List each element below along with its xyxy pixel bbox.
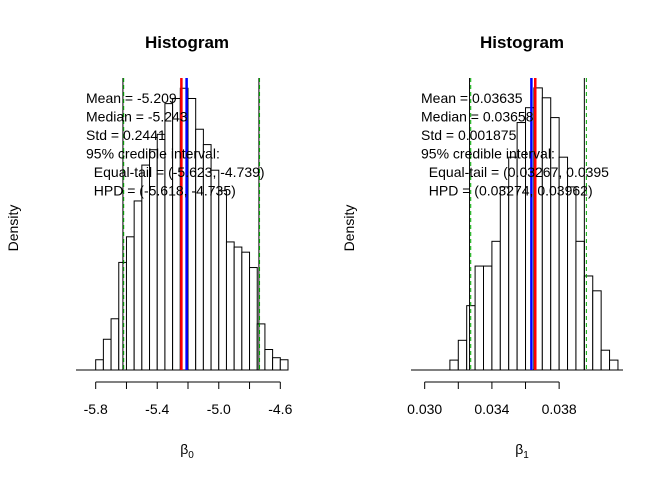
- legend-line: Equal-tail = (0.03267, 0.0395: [421, 164, 609, 180]
- x-tick-label: 0.038: [542, 401, 577, 417]
- histogram-bar: [457, 339, 468, 371]
- histogram-bar: [241, 251, 251, 371]
- histogram-bar: [164, 103, 174, 371]
- x-axis-label-subscript: 1: [523, 450, 529, 461]
- histogram-bar: [95, 359, 104, 371]
- histogram-bar: [256, 323, 266, 371]
- x-tick-label: 0.034: [474, 401, 509, 417]
- x-tick-label: -5.8: [84, 401, 108, 417]
- histogram-bar: [575, 240, 585, 371]
- histogram-bar: [567, 186, 577, 371]
- histogram-bar: [125, 236, 135, 371]
- x-axis-label: β1: [515, 441, 529, 461]
- histogram-bar: [210, 169, 220, 371]
- x-axis-label: β0: [180, 441, 194, 461]
- histogram-bar: [592, 290, 602, 371]
- legend-line: HPD = (-5.618, -4.735): [86, 183, 236, 199]
- histogram-bar: [264, 349, 274, 371]
- histogram-bar: [609, 359, 619, 371]
- histogram-bar: [474, 265, 485, 371]
- x-tick-label: -5.0: [207, 401, 231, 417]
- histogram-bar: [583, 275, 594, 371]
- histogram-bar: [172, 97, 181, 371]
- histogram-bar: [110, 318, 120, 371]
- histogram-bar: [449, 359, 459, 371]
- histogram-bar: [102, 338, 112, 371]
- y-axis-label: Density: [5, 205, 21, 252]
- histogram-bar: [483, 265, 493, 371]
- legend-line: Median = 0.03658: [421, 109, 534, 125]
- legend-line: 95% credible interval:: [86, 146, 220, 162]
- legend-line: HPD = (0.03274, 0.03962): [421, 183, 593, 199]
- histogram-bar: [225, 241, 235, 371]
- histogram-bar: [233, 246, 243, 371]
- chart-title: Histogram: [480, 33, 564, 52]
- histogram-bar: [541, 97, 552, 371]
- histogram-bar: [218, 190, 227, 371]
- x-axis-label-subscript: 0: [188, 450, 194, 461]
- legend-line: Mean = 0.03635: [421, 90, 523, 106]
- histogram-bar: [133, 200, 143, 371]
- legend-line: Std = 0.2441: [86, 127, 166, 143]
- chart-title: Histogram: [145, 33, 229, 52]
- histogram-bar: [187, 97, 197, 371]
- x-tick-label: -4.6: [268, 401, 292, 417]
- legend-line: 95% credible interval:: [421, 146, 555, 162]
- histogram-bar: [279, 359, 289, 371]
- y-axis-label: Density: [341, 205, 357, 252]
- histogram-bar: [491, 240, 501, 371]
- x-tick-label: 0.030: [407, 401, 442, 417]
- histogram-bar: [499, 186, 510, 371]
- legend-line: Equal-tail = (-5.623, -4.739): [86, 164, 265, 180]
- legend-line: Median = -5.243: [86, 109, 188, 125]
- x-tick-label: -5.4: [145, 401, 169, 417]
- histogram-bar: [272, 357, 281, 371]
- x-axis-label-symbol: β: [180, 441, 188, 457]
- legend-line: Mean = -5.209: [86, 90, 177, 106]
- histogram-bar: [249, 267, 258, 371]
- legend-line: Std = 0.001875: [421, 127, 517, 143]
- x-axis-label-symbol: β: [515, 441, 523, 457]
- histogram-bar: [600, 349, 611, 371]
